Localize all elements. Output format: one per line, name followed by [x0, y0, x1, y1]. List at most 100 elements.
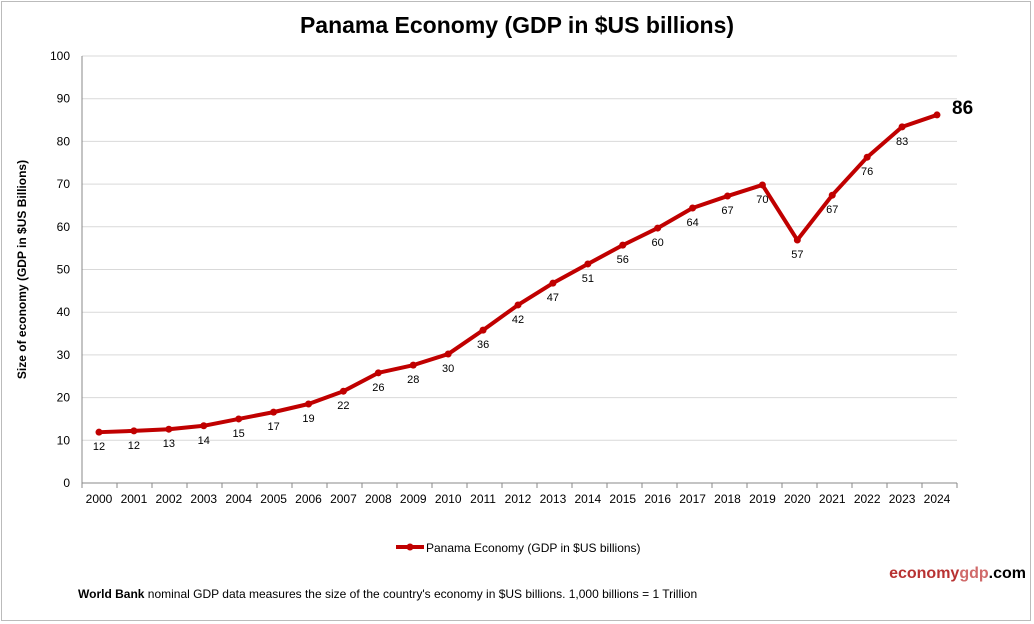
data-label: 19 [302, 413, 314, 425]
series-line [98, 113, 938, 435]
data-point [654, 224, 662, 232]
legend-marker [406, 543, 414, 551]
x-tick-label: 2011 [470, 492, 496, 506]
data-point [374, 369, 382, 377]
x-tick-label: 2023 [889, 492, 916, 506]
x-tick-label: 2002 [155, 492, 182, 506]
x-tick-label: 2007 [330, 492, 357, 506]
data-point [479, 326, 487, 334]
data-label: 76 [861, 166, 873, 178]
brand-part-gdp: gdp [959, 565, 989, 582]
x-tick-label: 2024 [924, 492, 951, 506]
data-label: 42 [512, 314, 524, 326]
y-tick-label: 100 [50, 49, 70, 63]
data-point [165, 425, 173, 433]
x-tick-label: 2010 [435, 492, 462, 506]
data-point [758, 181, 766, 189]
y-tick-label: 0 [63, 476, 70, 490]
data-label: 12 [128, 440, 140, 452]
data-point [130, 427, 138, 435]
y-tick-label: 60 [57, 220, 71, 234]
y-tick-label: 70 [57, 177, 71, 191]
data-point [549, 279, 557, 287]
data-label: 22 [337, 400, 349, 412]
data-point [933, 111, 941, 119]
data-label: 86 [952, 98, 973, 119]
data-point [270, 408, 278, 416]
data-label: 64 [686, 217, 698, 229]
data-label: 13 [163, 438, 175, 450]
x-tick-label: 2001 [121, 492, 148, 506]
x-tick-label: 2009 [400, 492, 427, 506]
x-tick-label: 2014 [574, 492, 601, 506]
data-label: 28 [407, 374, 419, 386]
data-point [724, 192, 731, 200]
x-tick-label: 2022 [854, 492, 881, 506]
data-point [863, 153, 871, 161]
x-tick-label: 2018 [714, 492, 741, 506]
x-tick-label: 2008 [365, 492, 392, 506]
data-point [584, 260, 592, 268]
x-tick-label: 2013 [540, 492, 567, 506]
data-label: 15 [233, 428, 245, 440]
data-label: 67 [826, 204, 838, 216]
y-tick-label: 10 [57, 433, 71, 447]
data-point [200, 422, 208, 430]
data-label: 14 [198, 435, 210, 447]
data-point [409, 361, 417, 369]
x-tick-label: 2004 [225, 492, 252, 506]
x-tick-label: 2015 [609, 492, 636, 506]
y-tick-label: 80 [57, 134, 71, 148]
data-label: 51 [582, 273, 594, 285]
x-tick-label: 2003 [190, 492, 217, 506]
data-point [689, 204, 697, 212]
data-label: 70 [756, 194, 768, 206]
y-tick-label: 90 [57, 92, 71, 106]
data-point [444, 350, 452, 358]
brand-logo[interactable]: economygdp.com [889, 565, 1026, 583]
x-tick-label: 2016 [644, 492, 671, 506]
data-point [619, 241, 627, 249]
x-tick-label: 2012 [505, 492, 532, 506]
footer-text: nominal GDP data measures the size of th… [144, 587, 698, 601]
brand-part-com: .com [988, 565, 1026, 582]
data-label: 26 [372, 382, 384, 394]
data-point [95, 428, 103, 436]
x-tick-label: 2017 [679, 492, 706, 506]
legend-label: Panama Economy (GDP in $US billions) [426, 541, 641, 555]
data-label: 12 [93, 441, 105, 453]
x-tick-label: 2019 [749, 492, 776, 506]
data-point [305, 400, 312, 408]
x-tick-label: 2000 [86, 492, 113, 506]
footer-note: World Bank nominal GDP data measures the… [78, 587, 697, 601]
data-label: 67 [721, 205, 733, 217]
y-tick-label: 20 [57, 391, 71, 405]
y-axis-label: Size of economy (GDP in $US Billions) [15, 160, 29, 379]
data-point [235, 415, 243, 423]
data-label: 36 [477, 339, 489, 351]
data-label: 56 [617, 254, 629, 266]
data-label: 60 [652, 237, 664, 249]
chart-title: Panama Economy (GDP in $US billions) [299, 12, 735, 38]
data-point [793, 236, 801, 244]
x-tick-label: 2021 [819, 492, 846, 506]
data-point [828, 191, 836, 199]
data-label: 57 [791, 249, 803, 261]
data-point [339, 387, 347, 395]
x-tick-label: 2005 [260, 492, 287, 506]
data-label: 83 [896, 136, 908, 148]
data-label: 47 [547, 292, 559, 304]
x-tick-label: 2020 [784, 492, 811, 506]
data-point [514, 301, 522, 309]
x-tick-label: 2006 [295, 492, 322, 506]
brand-part-economy: economy [889, 565, 960, 582]
data-label: 30 [442, 363, 454, 375]
data-label: 17 [267, 421, 279, 433]
y-tick-label: 40 [57, 305, 71, 319]
data-point [898, 123, 906, 131]
footer-source: World Bank [78, 587, 145, 601]
y-tick-label: 30 [57, 348, 71, 362]
y-tick-label: 50 [57, 263, 71, 277]
